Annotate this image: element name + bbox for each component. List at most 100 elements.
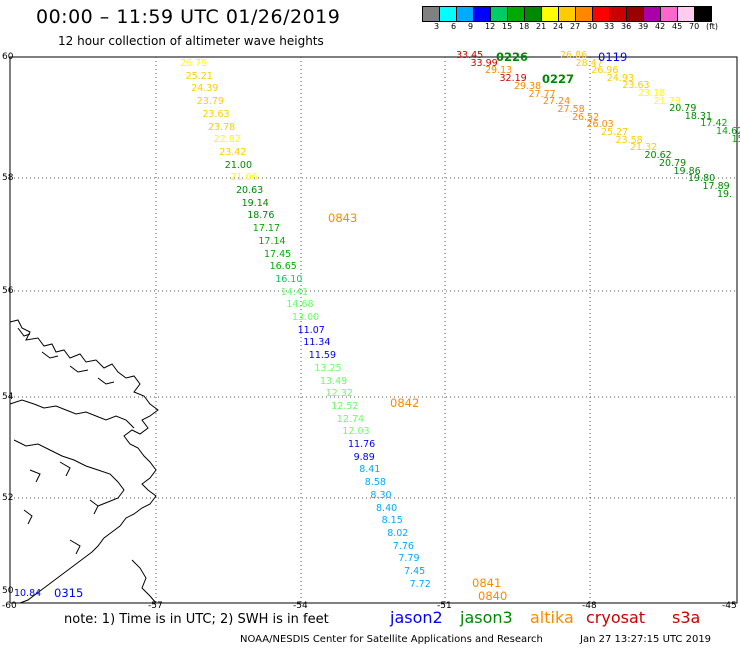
wave-value-ne2: 26.86 [560, 50, 588, 61]
wave-value-ne1: 26.03 [586, 119, 614, 131]
color-scale-labels: 3 6 9 12 15 18 21 24 27 30 33 36 39 42 45 70 (ft) [422, 22, 740, 34]
scale-label: 70 [689, 22, 700, 31]
pass-time-0119: 0119 [598, 50, 628, 64]
wave-value-main: 11.59 [308, 350, 336, 362]
wave-value-main: 8.58 [364, 477, 386, 489]
wave-value-ne1: 20.62 [644, 150, 672, 162]
wave-value-ne2: 23.63 [622, 80, 650, 92]
legend-note: note: 1) Time is in UTC; 2) SWH is in fe… [64, 612, 329, 627]
wave-value-main: 8.15 [381, 515, 403, 527]
wave-value-ne1: 19. [717, 188, 733, 200]
pass-time-0840: 0840 [478, 589, 508, 603]
wave-value-ne1: 27.77 [528, 88, 556, 100]
wave-value-main: 7.45 [404, 566, 426, 577]
wave-value-main: 13.49 [320, 375, 348, 387]
wave-value-ne2: 17.42 [700, 118, 728, 130]
wave-value-main: 17.14 [258, 235, 286, 247]
scale-label: 9 [468, 22, 474, 31]
lon-label-54: -54 [293, 601, 308, 611]
wave-value-ne2: 28.47 [575, 57, 603, 69]
wave-value-main: 11.34 [303, 337, 331, 349]
scale-label: 18 [519, 22, 530, 31]
bay-shoreline [13, 439, 125, 507]
pass-time-0315: 0315 [54, 586, 84, 600]
wave-value-main: 9.89 [353, 451, 375, 463]
wave-value-ne2: 15 [731, 133, 740, 145]
scale-label: 27 [570, 22, 581, 31]
scale-label: 6 [451, 22, 457, 31]
wave-value-main: 17.17 [252, 223, 280, 235]
wave-value-ne2: 24.93 [606, 72, 634, 84]
wave-value-ne1: 26.52 [572, 111, 600, 123]
wave-value-main: 21.06 [230, 172, 258, 184]
wave-value-main: 8.41 [359, 464, 381, 476]
wave-value-main: 11.76 [348, 439, 376, 450]
wave-value-main: 25.21 [185, 70, 213, 82]
pass-time-0842: 0842 [390, 396, 420, 410]
wave-value-main: 24.39 [191, 83, 219, 95]
coastline [9, 319, 159, 604]
wave-value-main: 12.52 [331, 400, 359, 412]
lat-label-50: 50 [2, 586, 14, 596]
map-border [9, 56, 738, 604]
pass-time-0843: 0843 [328, 211, 358, 225]
lat-label-54: 54 [2, 392, 14, 402]
wave-value-main: 26.79 [180, 58, 208, 69]
wave-value-ne1: 17.89 [702, 180, 730, 192]
scale-label: 3 [434, 22, 440, 31]
wave-value-ne1: 29.38 [514, 80, 542, 92]
wave-value-ne2: 14.62 [716, 126, 740, 137]
pass-time-0226: 0226 [496, 50, 529, 64]
wave-value-main: 12.74 [336, 413, 364, 425]
wave-value-main: 18.76 [247, 210, 275, 222]
legend-cryosat: cryosat [586, 608, 646, 627]
lon-label-60: -60 [2, 601, 17, 611]
pass-time-0841: 0841 [472, 576, 502, 590]
islands-north [17, 327, 115, 385]
wave-value-main: 11.07 [297, 324, 325, 336]
wave-value-ne2: 20.79 [669, 103, 697, 115]
scale-label: 24 [553, 22, 564, 31]
wave-value-ne1: 32.19 [499, 73, 527, 85]
scale-label: 39 [638, 22, 649, 31]
wave-value-ne1: 23.58 [615, 134, 643, 146]
frame [9, 56, 738, 604]
wave-value-main: 16.65 [269, 261, 297, 273]
wave-value-main: 23.78 [208, 121, 236, 133]
scale-label: 42 [655, 22, 666, 31]
footer-timestamp: Jan 27 13:27:15 UTC 2019 [580, 634, 712, 645]
wave-value-main: 13.25 [314, 362, 342, 374]
scale-label: 33 [604, 22, 615, 31]
map-subtitle: 12 hour collection of altimeter wave hei… [58, 34, 324, 48]
scale-label: (ft) [706, 22, 719, 31]
wave-value-ne1: 19.80 [688, 173, 716, 185]
wave-value-main: 12.32 [325, 388, 353, 400]
wave-value-sw: 10.84 [14, 588, 42, 599]
wave-value-ne1: 33.45 [456, 50, 484, 61]
scale-label: 36 [621, 22, 632, 31]
graticule [10, 57, 737, 603]
wave-value-ne2: 23.18 [638, 88, 666, 99]
lat-label-60: 60 [2, 52, 14, 62]
scale-label: 15 [502, 22, 513, 31]
wave-value-main: 8.02 [387, 527, 409, 539]
legend-jason3: jason3 [460, 608, 513, 627]
wave-value-ne1: 33.99 [470, 57, 498, 69]
legend-altika: altika [530, 608, 574, 627]
wave-value-main: 7.76 [392, 540, 414, 552]
islands-south [23, 461, 99, 555]
wave-value-main: 7.72 [409, 578, 431, 590]
wave-value-ne1: 25.27 [601, 127, 629, 138]
scale-label: 45 [672, 22, 683, 31]
lat-label-52: 52 [2, 493, 14, 503]
wave-value-main: 22.82 [213, 134, 241, 146]
wave-value-main: 14.41 [280, 286, 308, 298]
wave-value-ne1: 19.86 [673, 165, 701, 177]
wave-value-main: 20.63 [236, 185, 264, 196]
lon-label-51: -51 [437, 601, 452, 611]
wave-value-main: 8.40 [376, 502, 398, 514]
wave-value-ne2: 18.31 [684, 110, 712, 122]
footer-credit: NOAA/NESDIS Center for Satellite Applica… [240, 634, 543, 645]
wave-value-ne1: 21.32 [630, 142, 658, 154]
